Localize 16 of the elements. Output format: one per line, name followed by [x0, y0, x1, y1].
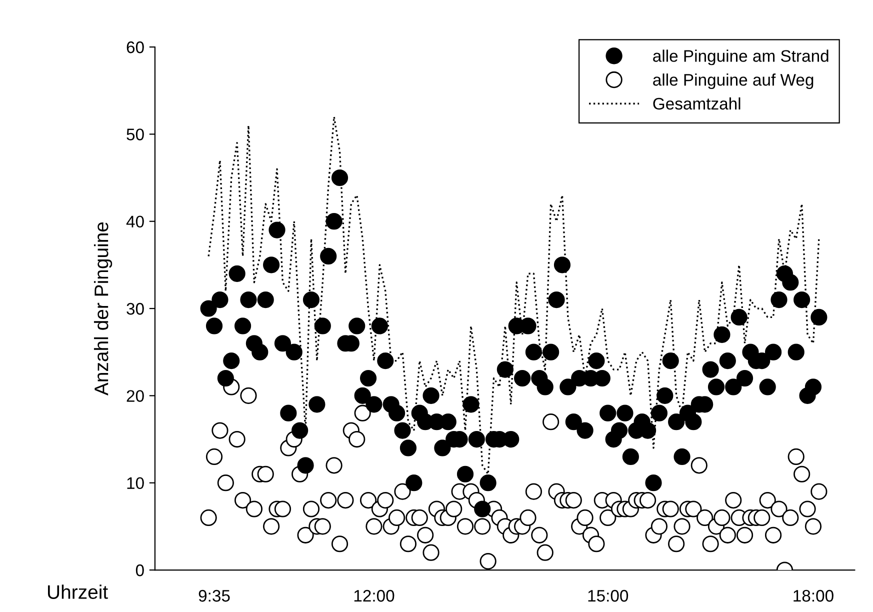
x-axis-title: Uhrzeit	[48, 584, 108, 599]
legend-label: alle Pinguine auf Weg	[653, 74, 814, 90]
y-tick-label: 10	[127, 477, 144, 490]
y-tick-label: 40	[126, 216, 144, 228]
y-tick-label: 50	[126, 128, 144, 140]
x-tick-label: 12:00	[354, 590, 394, 602]
x-tick-label: 15:00	[588, 590, 628, 602]
legend-label: alle Pinguine am Strand	[653, 50, 828, 66]
y-tick-label: 30	[126, 302, 144, 315]
y-tick-label: 20	[126, 390, 144, 402]
x-tick-label: 9:35	[198, 590, 230, 602]
y-tick-label: 60	[126, 41, 144, 54]
x-tick-label: 18:00	[794, 590, 834, 602]
y-tick-label: 0	[136, 564, 144, 576]
legend-label: Gesamtzahl	[653, 97, 740, 110]
y-axis-title: Anzahl der Pinguine	[94, 222, 112, 396]
